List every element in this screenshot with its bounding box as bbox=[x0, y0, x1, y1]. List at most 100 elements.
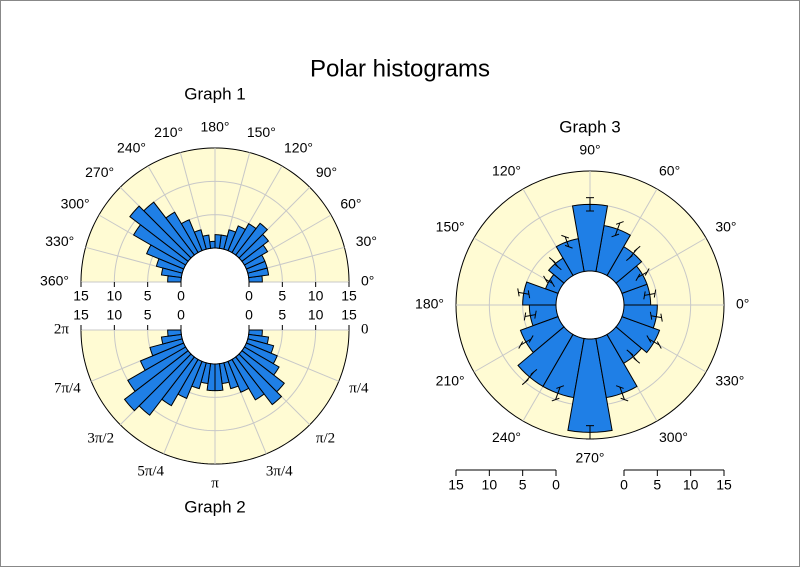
error-bar-part bbox=[543, 275, 548, 284]
error-bar bbox=[521, 368, 538, 386]
error-bar-part bbox=[633, 357, 641, 364]
error-bar-part bbox=[518, 291, 530, 295]
error-bar bbox=[586, 425, 594, 440]
error-bar bbox=[586, 197, 594, 212]
angle-tick-label: 120° bbox=[284, 139, 313, 155]
error-bar-part bbox=[551, 397, 560, 402]
error-bar-part bbox=[524, 314, 536, 317]
radial-tick-label: 15 bbox=[73, 307, 89, 323]
error-bar bbox=[626, 349, 641, 364]
error-bar-part bbox=[649, 311, 653, 320]
error-bar-part bbox=[633, 245, 641, 252]
angle-tick-label: 210° bbox=[436, 373, 465, 389]
error-bar-part bbox=[564, 244, 573, 249]
error-bar-part bbox=[648, 338, 660, 346]
chart-title: Polar histograms bbox=[310, 55, 490, 82]
angle-tick-label: 240° bbox=[117, 139, 146, 155]
angle-tick-label: 180° bbox=[201, 119, 230, 135]
angle-tick-label: 210° bbox=[154, 124, 183, 140]
radial-tick-label: 0 bbox=[177, 307, 185, 323]
radial-tick-label: 10 bbox=[308, 307, 324, 323]
radial-tick-label: 10 bbox=[308, 288, 324, 304]
radial-tick-label: 5 bbox=[144, 288, 152, 304]
radial-tick-label: 15 bbox=[341, 288, 357, 304]
error-bar-part bbox=[619, 386, 625, 400]
angle-tick-label: 3π/2 bbox=[87, 430, 114, 446]
radial-tick-label: 0 bbox=[177, 288, 185, 304]
radial-tick-label: 15 bbox=[341, 307, 357, 323]
radial-tick-label: 15 bbox=[448, 477, 464, 493]
error-bar bbox=[646, 335, 662, 349]
radial-tick-label: 5 bbox=[278, 288, 286, 304]
plot-background bbox=[456, 171, 724, 439]
radial-tick-label: 5 bbox=[519, 477, 527, 493]
error-bar-part bbox=[650, 315, 662, 319]
error-bar-part bbox=[643, 291, 646, 300]
angle-tick-label: 330° bbox=[715, 373, 744, 389]
angle-tick-label: 30° bbox=[715, 219, 736, 235]
angle-tick-label: 3π/4 bbox=[266, 464, 293, 480]
error-bar-part bbox=[620, 397, 629, 402]
radial-tick-label: 5 bbox=[278, 307, 286, 323]
error-bar-part bbox=[653, 289, 657, 298]
angle-tick-label: π/4 bbox=[349, 380, 369, 396]
angle-tick-label: 90° bbox=[579, 142, 600, 158]
angle-tick-label: 90° bbox=[316, 164, 337, 180]
angle-tick-label: π bbox=[211, 475, 219, 491]
error-bar-part bbox=[646, 335, 652, 343]
angle-tick-label: π/2 bbox=[316, 430, 335, 446]
error-bar-part bbox=[554, 264, 562, 271]
radial-tick-label: 10 bbox=[107, 307, 123, 323]
angle-tick-label: 0 bbox=[361, 321, 369, 337]
error-bar bbox=[548, 257, 562, 271]
radial-tick-label: 0 bbox=[620, 477, 628, 493]
error-bar-part bbox=[518, 341, 524, 349]
graph-title: Graph 3 bbox=[559, 117, 620, 136]
error-bar bbox=[643, 289, 657, 300]
error-bar-part bbox=[517, 288, 520, 297]
error-bar bbox=[523, 310, 537, 321]
error-bar-part bbox=[626, 349, 634, 356]
error-bar-part bbox=[644, 268, 650, 276]
error-bar-part bbox=[545, 278, 553, 284]
angle-tick-label: 5π/4 bbox=[137, 464, 164, 480]
graph-title: Graph 1 bbox=[184, 84, 245, 103]
error-bar-part bbox=[656, 341, 662, 349]
radial-tick-label: 5 bbox=[653, 477, 661, 493]
angle-tick-label: 0° bbox=[736, 296, 749, 312]
error-bar-part bbox=[635, 273, 641, 282]
error-bar-part bbox=[660, 313, 663, 322]
error-bar-part bbox=[530, 368, 538, 375]
error-bar-part bbox=[614, 222, 621, 236]
error-bar bbox=[626, 245, 641, 261]
angle-tick-label: 30° bbox=[356, 233, 377, 249]
radial-tick-label: 5 bbox=[144, 307, 152, 323]
error-bar-part bbox=[555, 386, 561, 400]
error-bar bbox=[551, 385, 565, 402]
angle-tick-label: 180° bbox=[415, 296, 444, 312]
angle-tick-label: 0° bbox=[361, 273, 374, 289]
angle-tick-label: 270° bbox=[576, 450, 605, 466]
error-bar-part bbox=[561, 234, 570, 239]
error-bar-part bbox=[528, 335, 534, 343]
error-bar bbox=[517, 288, 531, 299]
angle-tick-label: 150° bbox=[436, 219, 465, 235]
error-bar-part bbox=[527, 290, 531, 299]
angle-tick-label: 2π bbox=[54, 321, 70, 337]
angle-tick-label: 120° bbox=[492, 162, 521, 178]
angle-tick-label: 300° bbox=[61, 196, 90, 212]
error-bar bbox=[561, 234, 573, 249]
angle-tick-label: 60° bbox=[659, 162, 680, 178]
angle-tick-label: 240° bbox=[492, 429, 521, 445]
radial-tick-label: 15 bbox=[716, 477, 732, 493]
error-bar bbox=[649, 311, 663, 322]
angle-tick-label: 300° bbox=[659, 429, 688, 445]
radial-tick-label: 0 bbox=[245, 307, 253, 323]
error-bar-part bbox=[523, 312, 527, 321]
graph-title: Graph 2 bbox=[184, 497, 245, 516]
angle-tick-label: 7π/4 bbox=[54, 380, 81, 396]
error-bar-part bbox=[548, 257, 556, 264]
error-bar bbox=[635, 268, 650, 282]
radial-tick-label: 15 bbox=[73, 288, 89, 304]
